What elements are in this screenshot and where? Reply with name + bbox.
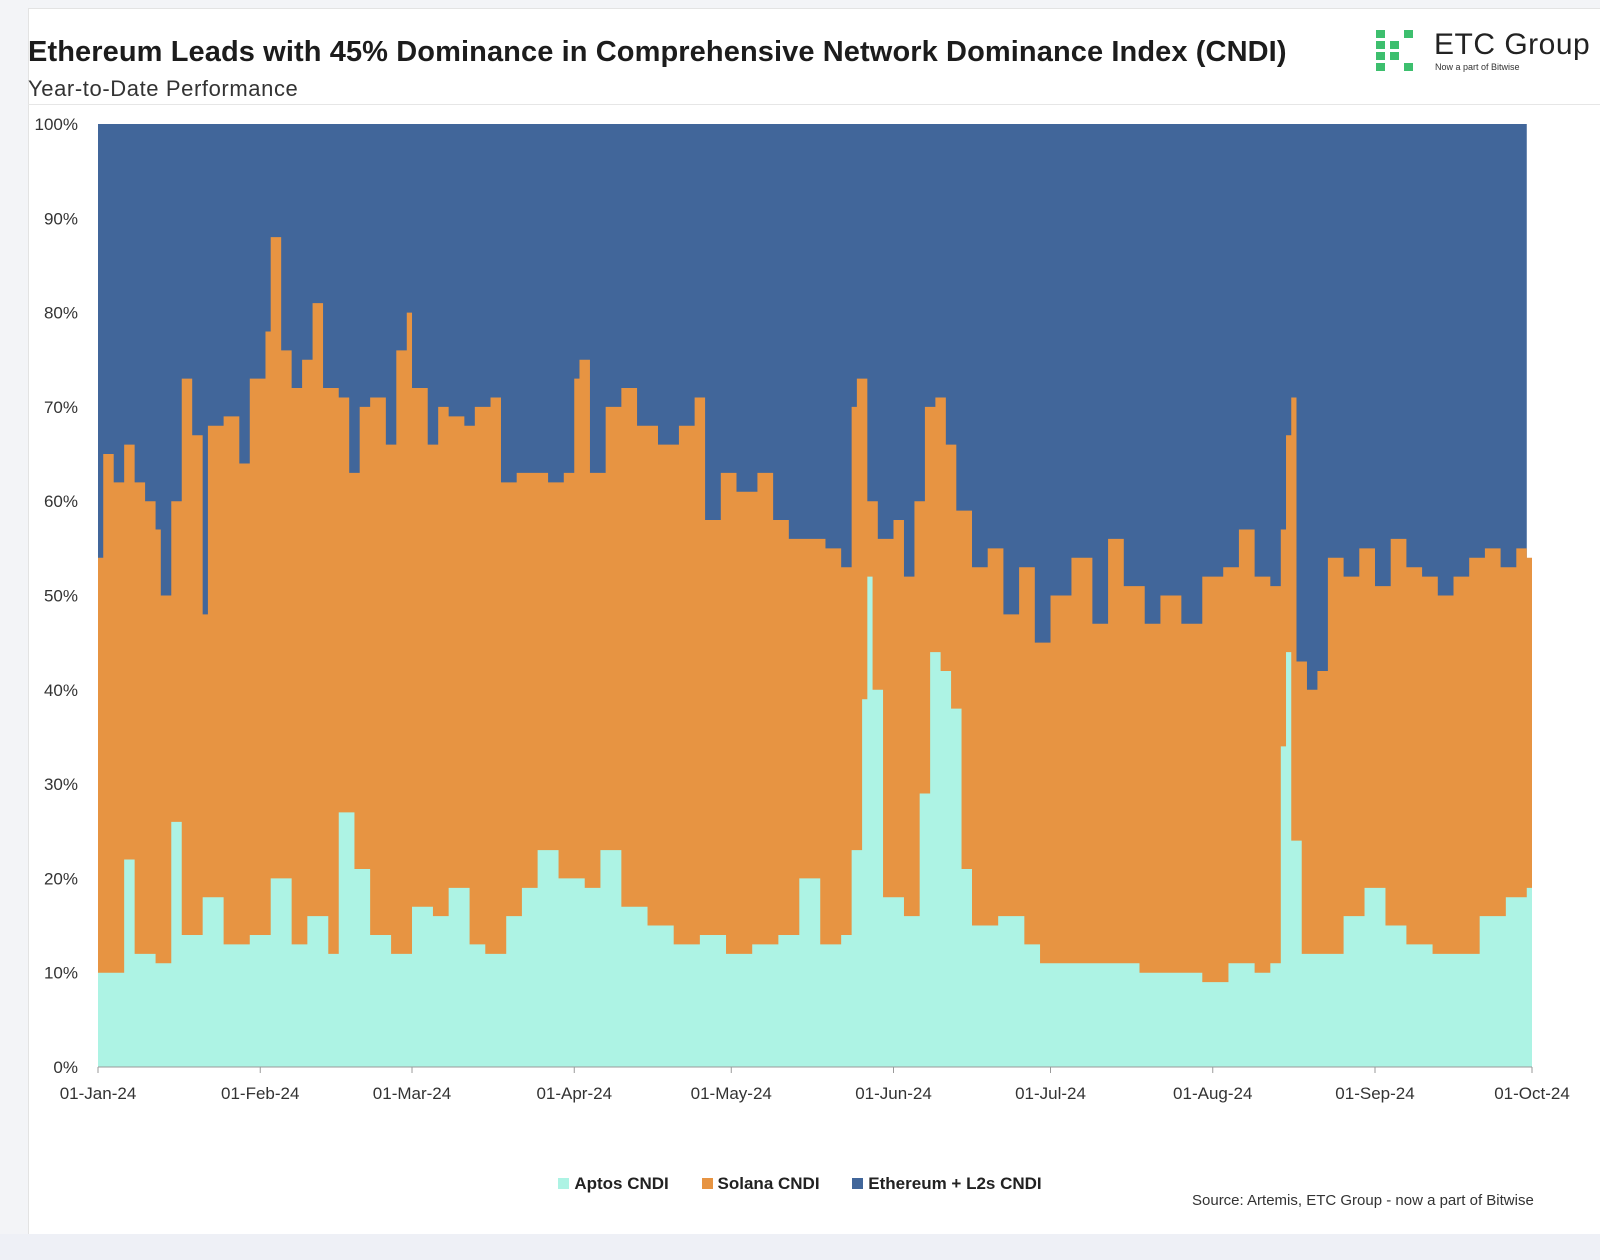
legend-swatch-solana [701, 1178, 713, 1190]
x-tick-label: 01-Jun-24 [855, 1084, 932, 1103]
chart-legend: Aptos CNDI Solana CNDI Ethereum + L2s CN… [0, 1174, 1600, 1194]
source-note: Source: Artemis, ETC Group - now a part … [1192, 1192, 1534, 1209]
logo-mark-block [1376, 63, 1385, 71]
logo-tagline: Now a part of Bitwise [1435, 62, 1520, 72]
legend-label-ethereum: Ethereum + L2s CNDI [868, 1174, 1042, 1193]
logo-mark-block [1376, 41, 1385, 49]
y-tick-label: 0% [53, 1058, 78, 1077]
brand-logo: ETC Group Now a part of Bitwise [1376, 28, 1600, 80]
y-tick-label: 50% [44, 587, 78, 606]
y-tick-label: 60% [44, 492, 78, 511]
logo-mark-block [1390, 52, 1399, 60]
logo-mark-block [1376, 52, 1385, 60]
y-tick-label: 10% [44, 964, 78, 983]
etc-group-logo-icon [1376, 30, 1413, 71]
legend-swatch-aptos [558, 1178, 570, 1190]
y-tick-label: 30% [44, 775, 78, 794]
x-axis: 01-Jan-24 01-Feb-24 01-Mar-24 01-Apr-24 01-M… [60, 1066, 1570, 1103]
x-tick-label: 01-Feb-24 [221, 1084, 299, 1103]
logo-mark-block [1390, 41, 1399, 49]
logo-mark-block [1404, 30, 1413, 38]
legend-item-solana: Solana CNDI [701, 1174, 820, 1194]
y-tick-label: 100% [35, 115, 78, 134]
x-tick-label: 01-Mar-24 [373, 1084, 451, 1103]
page-bottom-strip [0, 1234, 1600, 1260]
y-tick-label: 80% [44, 304, 78, 323]
area-solana [98, 237, 1532, 1067]
x-tick-label: 01-Sep-24 [1335, 1084, 1414, 1103]
legend-swatch-ethereum [852, 1178, 864, 1190]
legend-item-ethereum: Ethereum + L2s CNDI [852, 1174, 1042, 1194]
dominance-chart: 0% 10% 20% 30% 40% 50% 60% 70% 80% 90% 100% 01-Jan… [35, 115, 1570, 1103]
x-tick-label: 01-Oct-24 [1494, 1084, 1570, 1103]
x-tick-label: 01-Jan-24 [60, 1084, 137, 1103]
x-tick-label: 01-May-24 [691, 1084, 772, 1103]
logo-mark-block [1376, 30, 1385, 38]
logo-wordmark: ETC Group [1434, 28, 1591, 61]
x-tick-label: 01-Aug-24 [1173, 1084, 1252, 1103]
y-tick-label: 90% [44, 209, 78, 228]
y-axis: 0% 10% 20% 30% 40% 50% 60% 70% 80% 90% 100% [35, 115, 78, 1077]
area-aptos [98, 576, 1532, 1067]
header-divider [28, 104, 1600, 105]
x-tick-label: 01-Jul-24 [1015, 1084, 1086, 1103]
plot-area [98, 124, 1532, 1067]
x-tick-label: 01-Apr-24 [536, 1084, 612, 1103]
legend-label-aptos: Aptos CNDI [574, 1174, 669, 1193]
chart-subtitle: Year-to-Date Performance [28, 76, 299, 101]
legend-item-aptos: Aptos CNDI [558, 1174, 669, 1194]
y-tick-label: 20% [44, 869, 78, 888]
y-tick-label: 40% [44, 681, 78, 700]
y-tick-label: 70% [44, 398, 78, 417]
legend-label-solana: Solana CNDI [717, 1174, 820, 1193]
chart-title: Ethereum Leads with 45% Dominance in Com… [28, 36, 1287, 68]
logo-mark-block [1404, 63, 1413, 71]
